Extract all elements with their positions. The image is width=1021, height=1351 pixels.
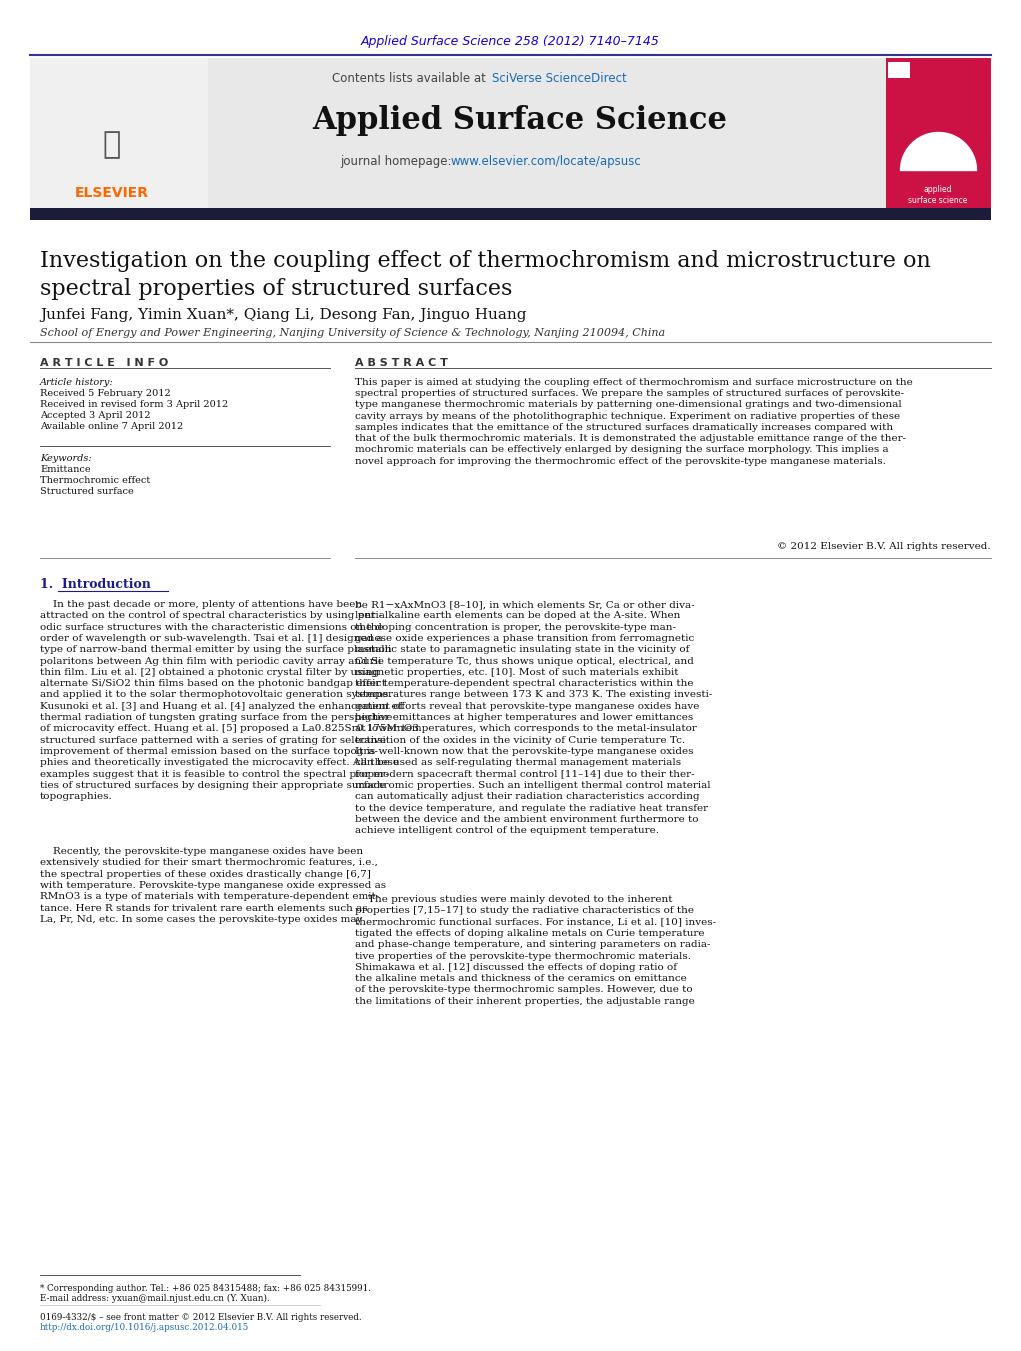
Text: Article history:: Article history: bbox=[40, 378, 113, 386]
Bar bbox=[30, 208, 991, 220]
Text: * Corresponding author. Tel.: +86 025 84315488; fax: +86 025 84315991.: * Corresponding author. Tel.: +86 025 84… bbox=[40, 1283, 371, 1293]
Text: Applied Surface Science 258 (2012) 7140–7145: Applied Surface Science 258 (2012) 7140–… bbox=[360, 35, 660, 49]
Text: 0169-4332/$ – see front matter © 2012 Elsevier B.V. All rights reserved.: 0169-4332/$ – see front matter © 2012 El… bbox=[40, 1313, 361, 1323]
Bar bbox=[30, 58, 886, 209]
Text: A R T I C L E   I N F O: A R T I C L E I N F O bbox=[40, 358, 168, 367]
Text: The previous studies were mainly devoted to the inherent
properties [7,15–17] to: The previous studies were mainly devoted… bbox=[355, 894, 716, 1005]
Text: Investigation on the coupling effect of thermochromism and microstructure on
spe: Investigation on the coupling effect of … bbox=[40, 250, 931, 300]
Text: Accepted 3 April 2012: Accepted 3 April 2012 bbox=[40, 411, 151, 420]
Text: Available online 7 April 2012: Available online 7 April 2012 bbox=[40, 422, 183, 431]
Text: In the past decade or more, plenty of attentions have been
attracted on the cont: In the past decade or more, plenty of at… bbox=[40, 600, 419, 801]
Text: Junfei Fang, Yimin Xuan*, Qiang Li, Desong Fan, Jinguo Huang: Junfei Fang, Yimin Xuan*, Qiang Li, Deso… bbox=[40, 308, 527, 322]
Text: Contents lists available at: Contents lists available at bbox=[333, 72, 490, 85]
Bar bbox=[30, 58, 208, 209]
Text: journal homepage:: journal homepage: bbox=[340, 155, 455, 169]
Text: be R1−xAxMnO3 [8–10], in which elements Sr, Ca or other diva-
lent alkaline eart: be R1−xAxMnO3 [8–10], in which elements … bbox=[355, 600, 713, 835]
Text: Received in revised form 3 April 2012: Received in revised form 3 April 2012 bbox=[40, 400, 229, 409]
Text: www.elsevier.com/locate/apsusc: www.elsevier.com/locate/apsusc bbox=[450, 155, 641, 169]
Text: © 2012 Elsevier B.V. All rights reserved.: © 2012 Elsevier B.V. All rights reserved… bbox=[777, 542, 991, 551]
Text: Thermochromic effect: Thermochromic effect bbox=[40, 476, 150, 485]
Text: Keywords:: Keywords: bbox=[40, 454, 92, 463]
Text: 1.  Introduction: 1. Introduction bbox=[40, 578, 151, 590]
Text: ELSEVIER: ELSEVIER bbox=[75, 186, 149, 200]
Text: Emittance: Emittance bbox=[40, 465, 91, 474]
Text: E-mail address: yxuan@mail.njust.edu.cn (Y. Xuan).: E-mail address: yxuan@mail.njust.edu.cn … bbox=[40, 1294, 270, 1304]
Text: applied
surface science: applied surface science bbox=[909, 185, 968, 205]
Text: Applied Surface Science: Applied Surface Science bbox=[312, 104, 728, 135]
Text: Recently, the perovskite-type manganese oxides have been
extensively studied for: Recently, the perovskite-type manganese … bbox=[40, 847, 386, 924]
Text: Received 5 February 2012: Received 5 February 2012 bbox=[40, 389, 171, 399]
Text: School of Energy and Power Engineering, Nanjing University of Science & Technolo: School of Energy and Power Engineering, … bbox=[40, 328, 665, 338]
Text: http://dx.doi.org/10.1016/j.apsusc.2012.04.015: http://dx.doi.org/10.1016/j.apsusc.2012.… bbox=[40, 1323, 249, 1332]
Text: Structured surface: Structured surface bbox=[40, 486, 134, 496]
Bar bbox=[888, 62, 910, 78]
Text: 🌲: 🌲 bbox=[103, 131, 121, 159]
Text: This paper is aimed at studying the coupling effect of thermochromism and surfac: This paper is aimed at studying the coup… bbox=[355, 378, 913, 466]
Text: A B S T R A C T: A B S T R A C T bbox=[355, 358, 448, 367]
Bar bbox=[886, 58, 991, 209]
Text: SciVerse ScienceDirect: SciVerse ScienceDirect bbox=[492, 72, 627, 85]
